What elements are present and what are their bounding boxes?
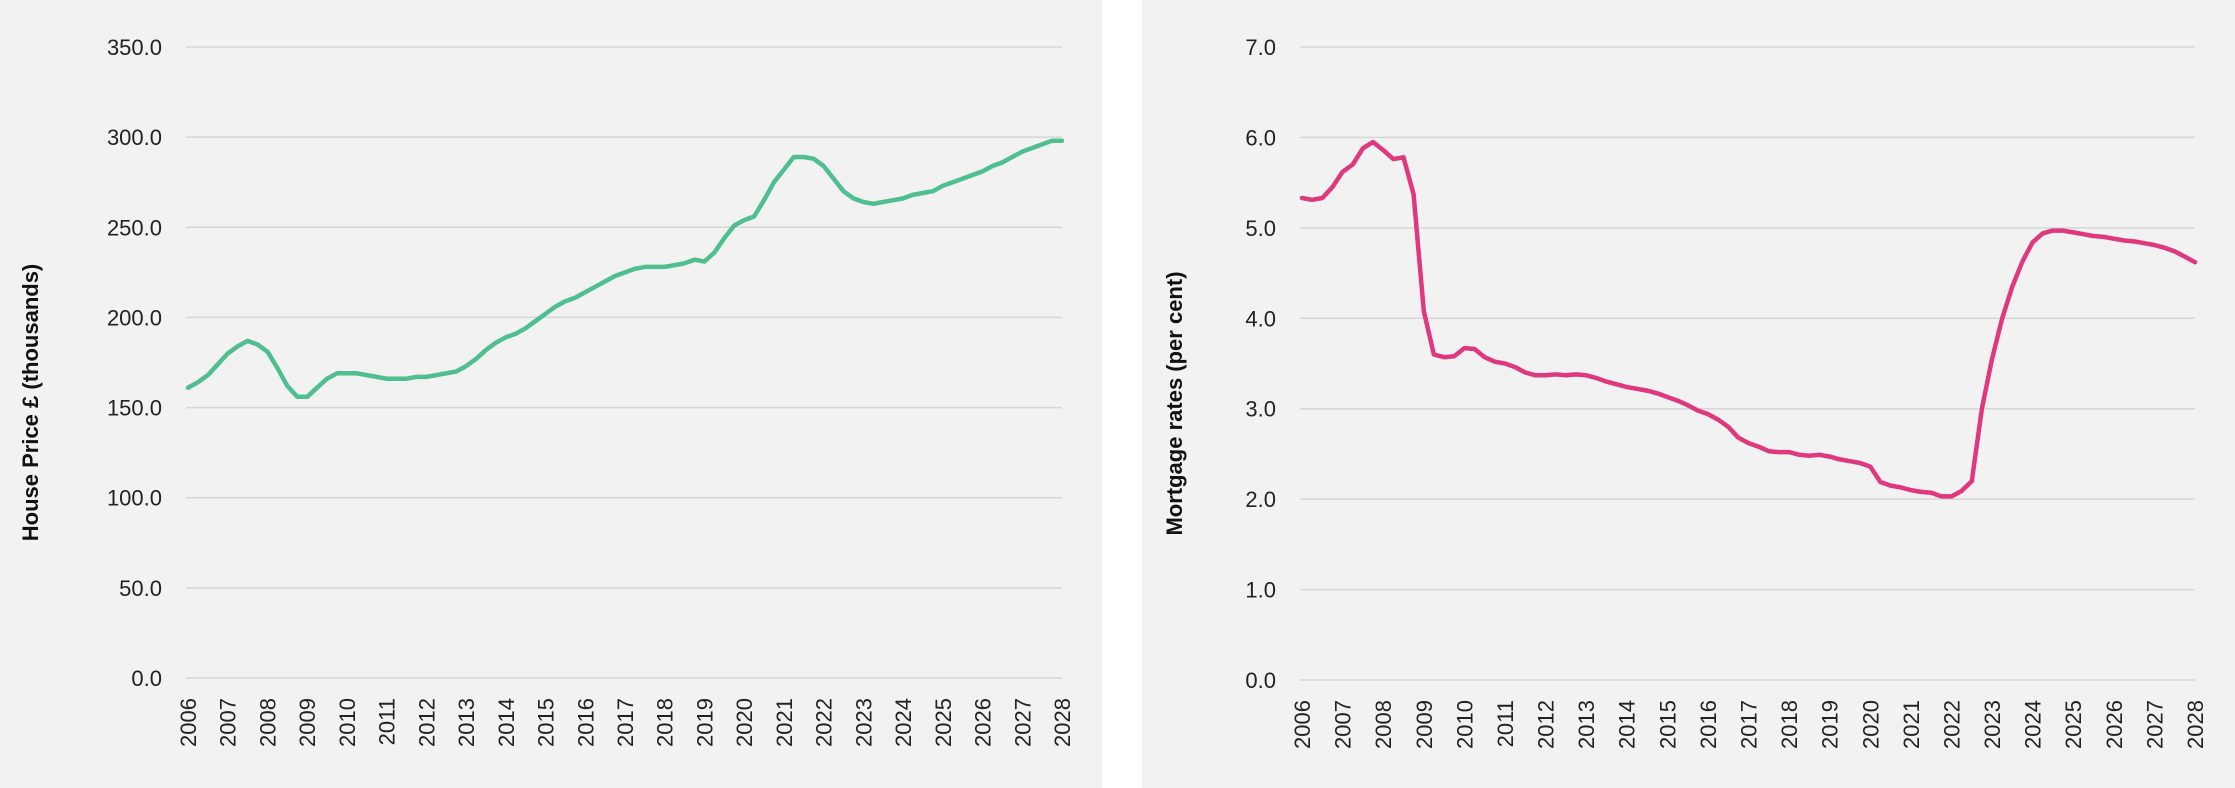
x-tick-label: 2019 xyxy=(1818,700,1843,749)
x-tick-label: 2020 xyxy=(732,698,757,747)
x-tick-label: 2011 xyxy=(375,698,400,745)
x-tick-label: 2018 xyxy=(1777,700,1802,749)
x-tick-label: 2013 xyxy=(454,698,479,747)
x-tick-label: 2026 xyxy=(2102,700,2127,749)
x-tick-label: 2012 xyxy=(414,698,439,747)
x-tick-label: 2008 xyxy=(255,698,280,747)
y-tick-label: 3.0 xyxy=(1245,397,1276,422)
house-price-chart-panel: 0.0 50.0 100.0 150.0 200.0 250.0 300.0 350.0 200… xyxy=(0,0,1102,788)
x-tick-label: 2010 xyxy=(1452,700,1477,749)
series-line xyxy=(1299,139,2198,499)
y-tick-label: 2.0 xyxy=(1245,487,1276,512)
x-tick-label: 2021 xyxy=(772,698,797,747)
x-tick-label: 2024 xyxy=(2021,700,2046,749)
x-tick-label: 2011 xyxy=(1493,700,1518,747)
x-tick-label: 2017 xyxy=(613,698,638,747)
y-tick-label: 350.0 xyxy=(107,35,162,60)
x-tick-label: 2009 xyxy=(295,698,320,747)
y-axis-title: House Price £ (thousands) xyxy=(18,264,43,542)
x-tick-label: 2018 xyxy=(653,698,678,747)
x-tick-label: 2026 xyxy=(971,698,996,747)
x-tick-label: 2027 xyxy=(1010,698,1035,747)
y-tick-label: 150.0 xyxy=(107,396,162,421)
x-tick-label: 2008 xyxy=(1371,700,1396,749)
y-tick-label: 1.0 xyxy=(1245,578,1276,603)
y-tick-label: 7.0 xyxy=(1245,35,1276,60)
x-tick-label: 2009 xyxy=(1412,700,1437,749)
x-tick-label: 2014 xyxy=(1615,700,1640,749)
mortgage-rate-chart: 0.0 1.0 2.0 3.0 4.0 5.0 6.0 7.0 2006 2007 2008 2009… xyxy=(1162,35,2208,749)
y-tick-label: 5.0 xyxy=(1245,216,1276,241)
x-tick-label: 2012 xyxy=(1534,700,1559,749)
x-tick-label: 2014 xyxy=(494,698,519,747)
x-tick-label: 2019 xyxy=(692,698,717,747)
x-tick-label: 2023 xyxy=(851,698,876,747)
house-price-chart: 0.0 50.0 100.0 150.0 200.0 250.0 300.0 350.0 200… xyxy=(18,35,1075,747)
x-tick-label: 2016 xyxy=(1696,700,1721,749)
series-line xyxy=(185,138,1065,400)
x-tick-label: 2013 xyxy=(1574,700,1599,749)
x-tick-label: 2023 xyxy=(1980,700,2005,749)
y-axis-title: Mortgage rates (per cent) xyxy=(1162,271,1187,535)
y-tick-label: 4.0 xyxy=(1245,306,1276,331)
x-tick-label: 2015 xyxy=(1655,700,1680,749)
x-tick-label: 2020 xyxy=(1858,700,1883,749)
x-tick-label: 2027 xyxy=(2142,700,2167,749)
y-tick-label: 100.0 xyxy=(107,486,162,511)
x-tick-label: 2028 xyxy=(2183,700,2208,749)
x-tick-label: 2024 xyxy=(891,698,916,747)
y-tick-label: 0.0 xyxy=(131,666,162,691)
x-tick-label: 2017 xyxy=(1737,700,1762,749)
y-tick-label: 250.0 xyxy=(107,215,162,240)
x-tick-label: 2015 xyxy=(534,698,559,747)
mortgage-rate-chart-panel: 0.0 1.0 2.0 3.0 4.0 5.0 6.0 7.0 2006 2007 2008 2009… xyxy=(1142,0,2235,788)
y-tick-label: 300.0 xyxy=(107,125,162,150)
x-tick-label: 2022 xyxy=(812,698,837,747)
x-tick-label: 2025 xyxy=(931,698,956,747)
x-tick-label: 2016 xyxy=(573,698,598,747)
y-tick-label: 200.0 xyxy=(107,305,162,330)
x-tick-label: 2010 xyxy=(335,698,360,747)
x-tick-label: 2021 xyxy=(1899,700,1924,749)
x-tick-label: 2007 xyxy=(1331,700,1356,749)
x-tick-label: 2025 xyxy=(2061,700,2086,749)
x-tick-label: 2007 xyxy=(216,698,241,747)
y-tick-label: 0.0 xyxy=(1245,668,1276,693)
x-tick-label: 2028 xyxy=(1050,698,1075,747)
x-tick-label: 2022 xyxy=(1939,700,1964,749)
x-tick-label: 2006 xyxy=(176,698,201,747)
y-tick-label: 6.0 xyxy=(1245,125,1276,150)
y-tick-label: 50.0 xyxy=(119,576,162,601)
x-tick-label: 2006 xyxy=(1290,700,1315,749)
